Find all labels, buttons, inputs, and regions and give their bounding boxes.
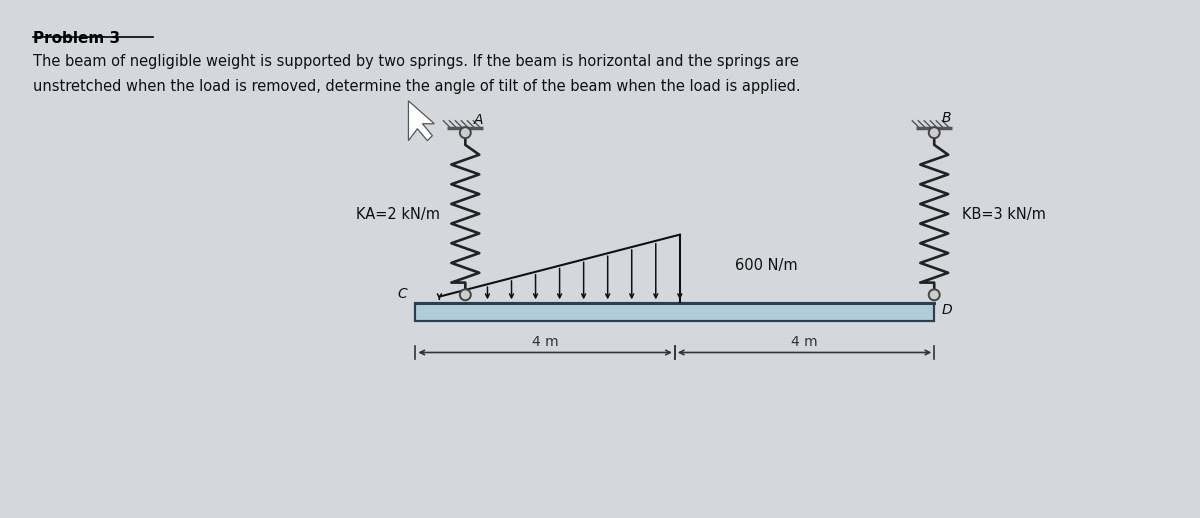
Text: 600 N/m: 600 N/m [734,258,797,273]
Polygon shape [408,101,434,141]
Circle shape [460,127,470,138]
Text: unstretched when the load is removed, determine the angle of tilt of the beam wh: unstretched when the load is removed, de… [34,79,800,94]
Circle shape [460,290,470,300]
Text: Problem 3: Problem 3 [34,31,120,46]
Text: 4 m: 4 m [791,335,818,349]
Text: A: A [473,113,482,127]
Text: D: D [941,303,952,317]
Text: KB=3 kN/m: KB=3 kN/m [962,207,1046,222]
Text: 4 m: 4 m [532,335,558,349]
Circle shape [929,127,940,138]
Bar [415,303,935,321]
Circle shape [929,290,940,300]
Text: C: C [397,287,408,301]
Text: The beam of negligible weight is supported by two springs. If the beam is horizo: The beam of negligible weight is support… [34,54,799,69]
Text: B: B [941,111,950,125]
Text: KA=2 kN/m: KA=2 kN/m [356,207,440,222]
